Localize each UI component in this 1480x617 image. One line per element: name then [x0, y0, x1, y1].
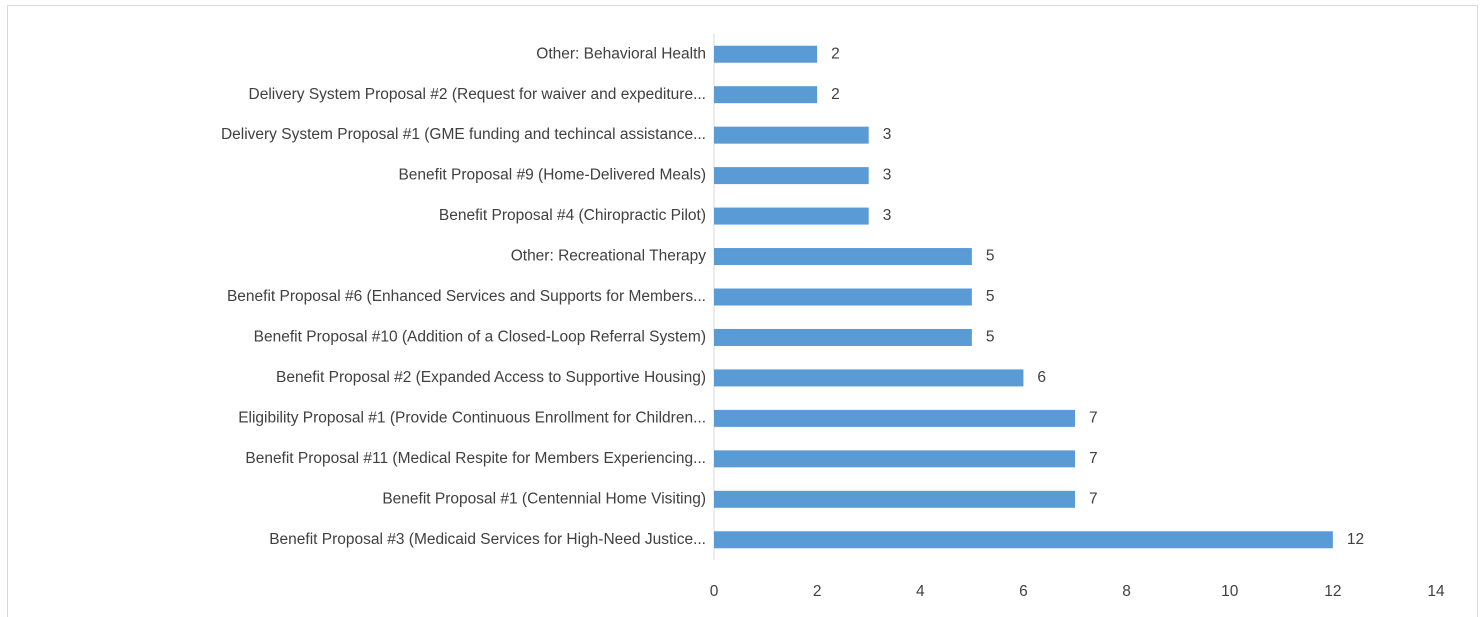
x-tick-label: 6 — [1019, 583, 1028, 600]
bar — [714, 531, 1333, 549]
data-label: 3 — [883, 126, 892, 143]
y-tick-label: Benefit Proposal #10 (Addition of a Clos… — [254, 329, 706, 346]
y-tick-label: Delivery System Proposal #1 (GME funding… — [221, 126, 706, 143]
y-tick-label: Benefit Proposal #11 (Medical Respite fo… — [245, 450, 706, 467]
y-tick-label: Benefit Proposal #3 (Medicaid Services f… — [269, 531, 706, 548]
y-tick-label: Eligibility Proposal #1 (Provide Continu… — [238, 409, 706, 426]
x-tick-label: 4 — [916, 583, 925, 600]
data-label: 5 — [986, 329, 995, 346]
x-tick-label: 10 — [1221, 583, 1239, 600]
y-tick-label: Other: Behavioral Health — [536, 45, 706, 62]
bar — [714, 45, 818, 63]
y-tick-label: Delivery System Proposal #2 (Request for… — [249, 86, 706, 103]
bar — [714, 207, 869, 225]
x-tick-label: 14 — [1427, 583, 1445, 600]
y-tick-label: Benefit Proposal #2 (Expanded Access to … — [276, 369, 706, 386]
bar — [714, 409, 1075, 427]
data-label: 7 — [1089, 450, 1098, 467]
y-tick-label: Other: Recreational Therapy — [511, 248, 707, 265]
x-tick-label: 12 — [1324, 583, 1341, 600]
data-label: 2 — [831, 86, 840, 103]
bar — [714, 126, 869, 144]
data-label: 5 — [986, 248, 995, 265]
y-tick-label: Benefit Proposal #9 (Home-Delivered Meal… — [398, 167, 706, 184]
data-label: 7 — [1089, 490, 1098, 507]
bar — [714, 86, 818, 104]
data-label: 2 — [831, 45, 840, 62]
bar — [714, 450, 1075, 468]
data-label: 6 — [1037, 369, 1046, 386]
y-tick-label: Benefit Proposal #4 (Chiropractic Pilot) — [439, 207, 706, 224]
bar — [714, 167, 869, 185]
bar — [714, 328, 972, 346]
data-label: 7 — [1089, 409, 1098, 426]
bar — [714, 248, 972, 266]
bar — [714, 490, 1075, 508]
data-label: 12 — [1347, 531, 1364, 548]
bar — [714, 288, 972, 306]
data-label: 5 — [986, 288, 995, 305]
data-label: 3 — [883, 167, 892, 184]
x-tick-label: 8 — [1122, 583, 1131, 600]
x-tick-label: 2 — [813, 583, 822, 600]
y-tick-label: Benefit Proposal #1 (Centennial Home Vis… — [382, 490, 706, 507]
data-label: 3 — [883, 207, 892, 224]
y-tick-label: Benefit Proposal #6 (Enhanced Services a… — [227, 288, 706, 305]
bar — [714, 369, 1024, 387]
x-tick-label: 0 — [710, 583, 719, 600]
chart-frame — [7, 5, 1478, 617]
